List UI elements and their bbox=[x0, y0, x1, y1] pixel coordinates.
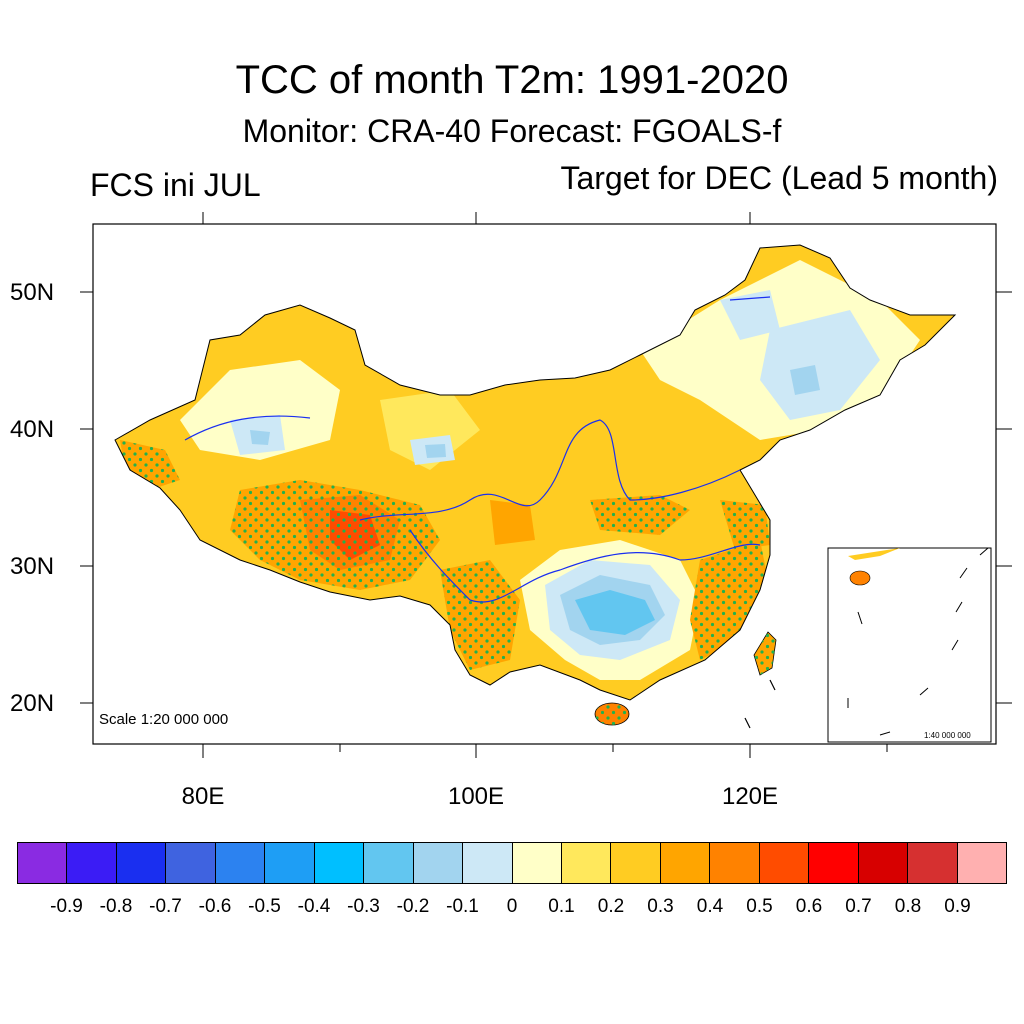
colorbar-label: 0 bbox=[506, 896, 518, 917]
target-label: Target for DEC (Lead 5 month) bbox=[560, 160, 998, 196]
lon-label-80e: 80E bbox=[181, 783, 225, 810]
china-border bbox=[114, 244, 957, 701]
colorbar-box bbox=[512, 843, 562, 883]
colorbar-label: -0.4 bbox=[297, 896, 331, 917]
colorbar-label: 0.1 bbox=[548, 896, 575, 917]
colorbar-box bbox=[957, 843, 1007, 883]
colorbar-box bbox=[660, 843, 711, 883]
colorbar-box bbox=[611, 843, 661, 883]
inset-scale-text: 1:40 000 000 bbox=[924, 731, 971, 740]
colorbar-box bbox=[759, 843, 810, 883]
river-amur bbox=[729, 296, 771, 301]
colorbar-box bbox=[908, 843, 958, 883]
colorbar-box bbox=[710, 843, 760, 883]
river-tarim bbox=[184, 415, 311, 441]
colorbar-label: 0.2 bbox=[597, 896, 625, 917]
colorbar-box bbox=[561, 843, 612, 883]
colorbar-label: -0.5 bbox=[248, 896, 281, 917]
colorbar-box bbox=[265, 843, 315, 883]
colorbar-label: 0.7 bbox=[845, 896, 872, 917]
lat-label-20n: 20N bbox=[10, 690, 55, 717]
colorbar-box bbox=[166, 843, 216, 883]
colorbar bbox=[17, 842, 1007, 884]
colorbar-box bbox=[364, 843, 414, 883]
colorbar-box bbox=[809, 843, 859, 883]
colorbar-label: 0.5 bbox=[746, 896, 773, 917]
colorbar-label: 0.6 bbox=[795, 896, 823, 917]
colorbar-box bbox=[215, 843, 266, 883]
axis-ticks bbox=[80, 212, 1012, 758]
colorbar-label: -0.9 bbox=[50, 896, 83, 917]
river-yangtze bbox=[409, 529, 761, 603]
colorbar-label: -0.1 bbox=[446, 896, 479, 917]
colorbar-label: -0.7 bbox=[149, 896, 182, 917]
lat-label-30n: 30N bbox=[10, 553, 55, 580]
lon-label-100e: 100E bbox=[447, 783, 505, 810]
colorbar-label: 0.3 bbox=[647, 896, 674, 917]
colorbar-box bbox=[858, 843, 909, 883]
colorbar-label: 0.9 bbox=[944, 896, 971, 917]
colorbar-box bbox=[67, 843, 117, 883]
colorbar-label: 0.8 bbox=[894, 896, 922, 917]
lat-label-50n: 50N bbox=[10, 279, 55, 306]
map-scale-text: Scale 1:20 000 000 bbox=[99, 711, 229, 728]
colorbar-label: -0.3 bbox=[347, 896, 380, 917]
colorbar-label: -0.8 bbox=[99, 896, 133, 917]
initialization-label: FCS ini JUL bbox=[90, 167, 261, 203]
colorbar-label: 0.4 bbox=[696, 896, 724, 917]
colorbar-box bbox=[413, 843, 464, 883]
colorbar-box bbox=[18, 843, 68, 883]
chart-subtitle: Monitor: CRA-40 Forecast: FGOALS-f bbox=[242, 113, 782, 149]
river-yellow bbox=[359, 419, 741, 521]
colorbar-label: -0.2 bbox=[396, 896, 430, 917]
chart-title: TCC of month T2m: 1991-2020 bbox=[235, 58, 789, 102]
colorbar-box bbox=[116, 843, 167, 883]
colorbar-label: -0.6 bbox=[198, 896, 232, 917]
colorbar-box bbox=[463, 843, 513, 883]
lon-label-120e: 120E bbox=[721, 783, 779, 810]
lat-label-40n: 40N bbox=[10, 416, 55, 443]
colorbar-box bbox=[314, 843, 365, 883]
